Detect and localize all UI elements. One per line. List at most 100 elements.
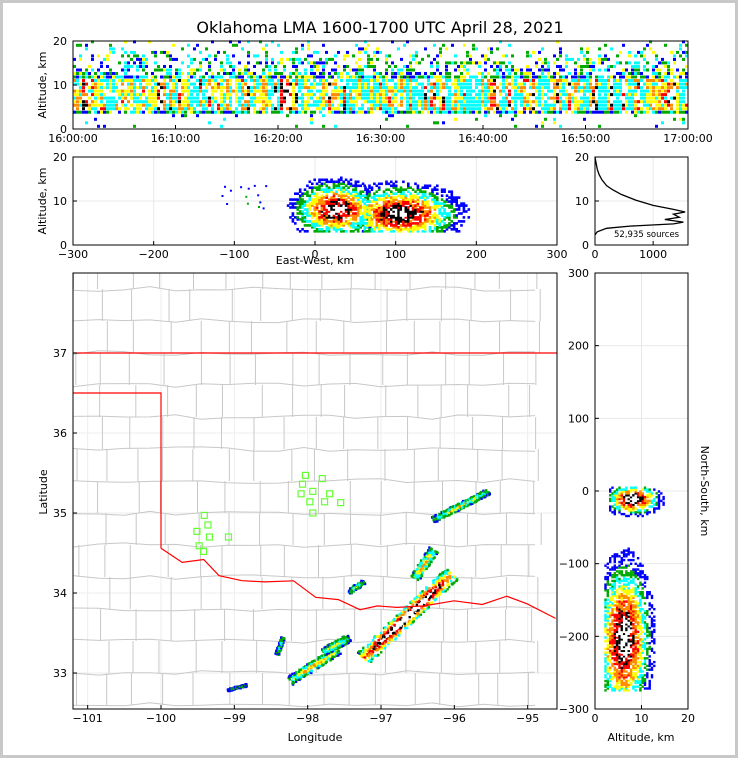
east-west-source [332, 222, 336, 225]
east-west-source [347, 190, 350, 193]
time-height-source [325, 86, 328, 90]
time-height-source [118, 79, 121, 82]
east-west-source [440, 226, 444, 229]
east-west-source [308, 202, 312, 205]
map-source [382, 630, 386, 634]
time-height-source [94, 93, 97, 97]
time-height-source [532, 110, 535, 114]
east-west-source [423, 194, 427, 197]
map-source [390, 638, 393, 641]
time-height-source [385, 96, 388, 100]
time-height-source [610, 107, 613, 111]
east-west-source [347, 186, 350, 189]
east-west-source [387, 220, 391, 223]
time-height-source [487, 57, 490, 61]
east-west-source [423, 228, 427, 231]
map-source [413, 597, 416, 600]
map-source [409, 613, 412, 616]
time-height-source [115, 75, 118, 79]
east-west-source [373, 198, 376, 201]
map-source [446, 584, 449, 587]
time-height-source [268, 89, 271, 93]
east-west-source [433, 188, 437, 191]
east-west-source [311, 224, 314, 227]
east-west-source [445, 212, 449, 215]
east-west-source [332, 228, 336, 231]
time-height-source [634, 114, 637, 118]
east-west-source [332, 180, 336, 184]
time-height-source [580, 89, 583, 93]
time-height-source [214, 110, 217, 114]
time-height-source [682, 117, 685, 121]
east-west-source [340, 176, 343, 180]
east-west-source [428, 218, 432, 221]
time-height-source [646, 89, 649, 93]
time-height-source [106, 75, 109, 79]
east-west-source [318, 200, 321, 203]
time-height-source [166, 75, 169, 79]
time-height-source [238, 89, 241, 93]
time-height-source [304, 68, 307, 72]
east-west-source [306, 190, 309, 193]
time-height-source [97, 54, 100, 58]
east-west-source [390, 220, 393, 223]
time-height-source [238, 79, 241, 82]
east-west-source [344, 214, 348, 217]
time-height-source [259, 96, 262, 100]
time-height-source [220, 89, 223, 93]
time-height-source [487, 89, 490, 93]
time-height-source [127, 68, 130, 72]
time-height-source [646, 100, 649, 104]
east-west-source [399, 200, 403, 203]
east-west-source [259, 201, 262, 204]
time-height-source [391, 40, 394, 44]
east-west-source [325, 200, 329, 203]
time-height-source [400, 103, 403, 107]
time-height-source [139, 110, 142, 114]
time-height-source [367, 86, 370, 90]
east-west-source [382, 206, 386, 209]
east-west-source [291, 214, 295, 217]
time-height-source [583, 93, 586, 97]
east-west-source [377, 226, 381, 229]
east-west-source [318, 180, 321, 184]
east-west-source [423, 196, 427, 199]
time-height-source [262, 100, 265, 104]
map-source [403, 607, 406, 610]
time-height-source [574, 61, 577, 65]
east-west-source [423, 210, 427, 213]
east-west-source [421, 196, 425, 199]
time-height-source [367, 93, 370, 97]
east-west-source [318, 230, 321, 233]
map-source [419, 613, 423, 616]
time-height-source [154, 89, 157, 93]
east-west-source [301, 210, 304, 213]
time-height-source [190, 89, 193, 93]
east-west-source [344, 216, 348, 219]
east-west-source [426, 214, 429, 217]
time-height-source [193, 47, 196, 51]
time-height-source [376, 57, 379, 61]
time-height-source [91, 103, 94, 107]
time-height-source [241, 72, 244, 75]
time-height-source [433, 57, 436, 61]
east-west-source [455, 200, 458, 203]
time-height-source [517, 75, 520, 79]
time-height-source [583, 117, 586, 121]
map-source [421, 570, 424, 573]
time-height-source [187, 43, 190, 47]
time-height-source [580, 100, 583, 104]
time-height-source [130, 93, 133, 97]
time-height-source [436, 75, 439, 79]
east-west-source [347, 206, 350, 209]
east-west-source [402, 222, 405, 225]
map-source [429, 588, 433, 592]
east-west-source [361, 224, 365, 227]
map-source [382, 626, 386, 630]
time-height-source [622, 75, 625, 79]
east-west-source [347, 214, 350, 217]
time-height-source [634, 65, 637, 68]
time-height-source [559, 103, 562, 107]
map-sources [226, 489, 491, 693]
time-height-source [364, 93, 367, 97]
